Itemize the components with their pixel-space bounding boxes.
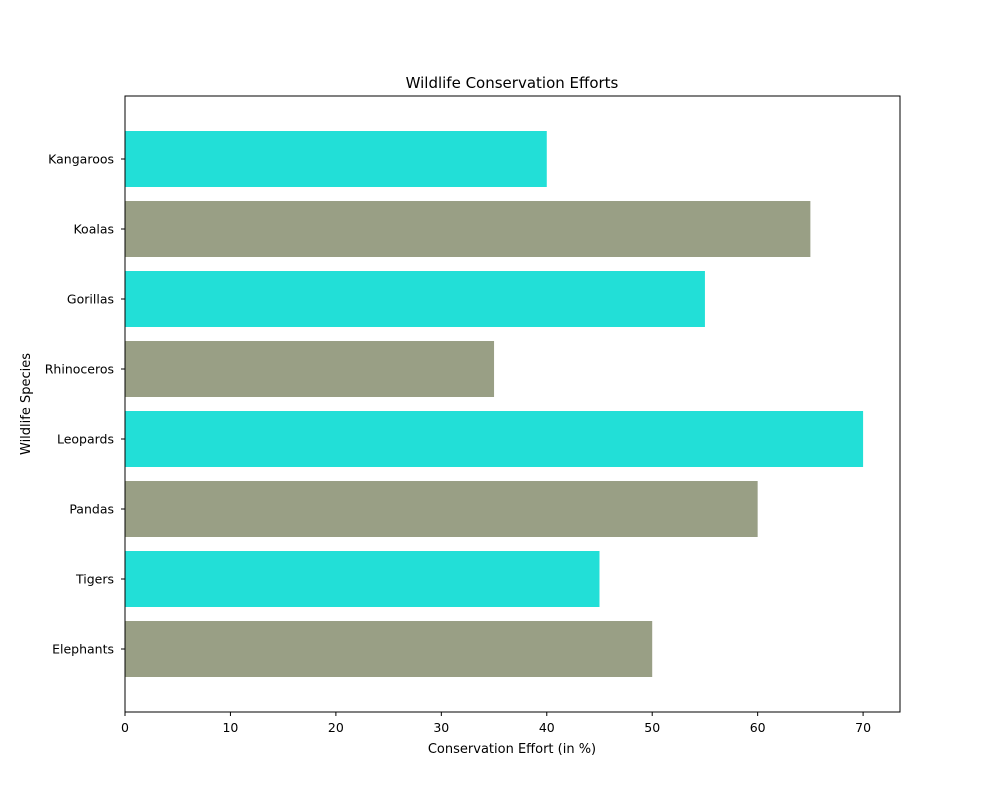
x-tick-label: 60 bbox=[750, 720, 766, 735]
x-tick-label: 20 bbox=[328, 720, 344, 735]
chart-title: Wildlife Conservation Efforts bbox=[406, 74, 619, 92]
bar-pandas bbox=[125, 481, 758, 537]
y-tick-label-gorillas: Gorillas bbox=[67, 292, 114, 307]
y-axis-ticks: Elephants Tigers Pandas Leopards Rhinoceros G… bbox=[45, 152, 125, 657]
bar-rhinoceros bbox=[125, 341, 495, 397]
y-tick-label-leopards: Leopards bbox=[57, 432, 114, 447]
x-tick-label: 10 bbox=[222, 720, 238, 735]
y-tick-label-pandas: Pandas bbox=[69, 502, 114, 517]
x-tick-label: 40 bbox=[539, 720, 555, 735]
bar-kangaroos bbox=[125, 131, 547, 187]
x-tick-label: 70 bbox=[855, 720, 871, 735]
bar-tigers bbox=[125, 551, 600, 607]
y-tick-label-elephants: Elephants bbox=[52, 642, 114, 657]
plot-area-frame bbox=[124, 95, 901, 713]
x-tick-label: 0 bbox=[121, 720, 129, 735]
y-tick-label-tigers: Tigers bbox=[75, 572, 114, 587]
x-axis-label: Conservation Effort (in %) bbox=[428, 742, 596, 757]
bar-gorillas bbox=[125, 271, 705, 327]
bar-elephants bbox=[125, 621, 653, 677]
y-axis-label: Wildlife Species bbox=[19, 353, 34, 455]
x-axis-ticks: 0 10 20 30 40 50 60 70 bbox=[121, 712, 871, 735]
bars-layer bbox=[125, 131, 864, 677]
y-tick-label-rhinoceros: Rhinoceros bbox=[45, 362, 114, 377]
x-tick-label: 30 bbox=[433, 720, 449, 735]
x-tick-label: 50 bbox=[644, 720, 660, 735]
bar-leopards bbox=[125, 411, 864, 467]
bar-koalas bbox=[125, 201, 811, 257]
y-tick-label-koalas: Koalas bbox=[73, 222, 114, 237]
y-tick-label-kangaroos: Kangaroos bbox=[48, 152, 114, 167]
